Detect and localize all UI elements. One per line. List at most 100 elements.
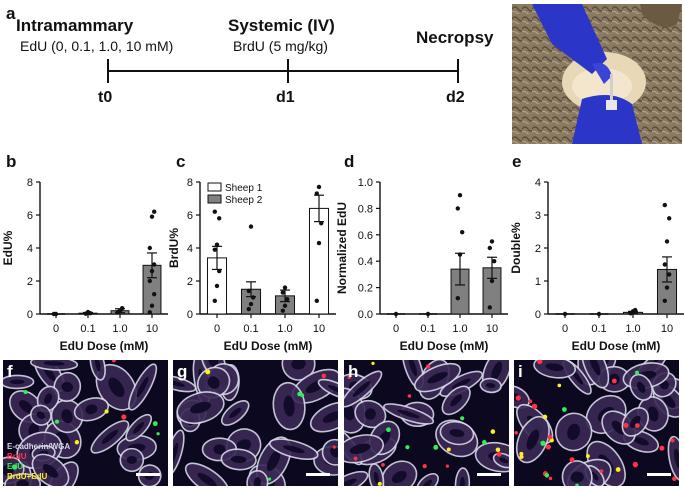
lumen — [9, 379, 25, 385]
timeline-day-d1: d1 — [276, 89, 295, 106]
lumen — [173, 442, 179, 463]
lumen — [19, 400, 33, 413]
labeled-nucleus — [495, 447, 501, 453]
data-point — [667, 272, 672, 277]
data-point — [115, 309, 121, 315]
lumen — [636, 381, 646, 393]
lumen — [61, 409, 73, 424]
data-point — [248, 301, 254, 307]
labeled-nucleus — [54, 419, 60, 424]
micrograph-g: g — [173, 360, 338, 486]
lumen — [647, 406, 659, 422]
lumen — [44, 393, 53, 405]
sheep-udder-injection-photo — [512, 4, 682, 144]
labeled-nucleus — [542, 414, 548, 420]
lumen — [136, 376, 149, 398]
lumen — [630, 415, 641, 428]
y-tick-label: 6 — [27, 210, 33, 222]
data-point — [487, 245, 492, 251]
y-tick-label: 6 — [187, 210, 193, 222]
labeled-nucleus — [332, 445, 336, 449]
x-tick-label: 0 — [562, 323, 568, 335]
lumen — [451, 378, 471, 390]
x-tick-label: 0 — [393, 323, 399, 335]
y-tick-label: 1 — [535, 276, 541, 288]
legend-label: Sheep 2 — [225, 195, 263, 206]
data-point — [246, 306, 251, 312]
scale-bar — [136, 473, 160, 476]
x-tick-label: 1.0 — [277, 323, 292, 335]
data-point — [664, 285, 670, 290]
labeled-nucleus — [111, 360, 116, 363]
labeled-nucleus — [405, 445, 410, 450]
labeled-nucleus — [519, 454, 524, 460]
labeled-nucleus — [371, 361, 375, 365]
lumen — [36, 411, 46, 420]
data-point — [314, 298, 319, 303]
labeled-nucleus — [545, 444, 551, 450]
y-tick-label: 2 — [535, 243, 541, 255]
data-point — [319, 221, 324, 226]
panel-label-a: a — [6, 4, 16, 23]
legend-edu: EdU — [7, 462, 23, 471]
systemic-subtitle: BrdU (5 mg/kg) — [233, 38, 328, 54]
intramammary-title: Intramammary — [16, 16, 134, 35]
labeled-nucleus — [321, 373, 327, 379]
labeled-nucleus — [519, 451, 524, 456]
timeline-tick-d1 — [287, 59, 289, 83]
x-tick-label: 0.1 — [591, 323, 606, 335]
data-point — [314, 191, 319, 196]
labeled-nucleus — [585, 454, 590, 459]
labeled-nucleus — [496, 451, 502, 457]
data-point — [460, 229, 465, 235]
data-point — [457, 193, 463, 198]
y-tick-label: 0.2 — [358, 283, 373, 295]
lumen — [364, 408, 376, 420]
lumen — [373, 471, 379, 485]
data-point — [664, 239, 670, 244]
lumen — [197, 472, 217, 486]
data-point — [212, 298, 217, 303]
lumen — [408, 360, 418, 377]
labeled-nucleus — [659, 445, 665, 451]
labeled-nucleus — [347, 375, 352, 380]
labeled-nucleus — [514, 430, 518, 435]
scale-bar — [647, 473, 671, 476]
data-point — [214, 283, 220, 289]
data-point — [489, 239, 495, 244]
y-tick-label: 2 — [187, 276, 193, 288]
lumen — [190, 401, 211, 414]
labeled-nucleus — [205, 369, 211, 375]
labeled-nucleus — [575, 483, 579, 486]
timeline-day-d2: d2 — [446, 89, 465, 106]
data-point — [662, 298, 667, 303]
lumen — [282, 445, 305, 454]
x-tick-label: 10 — [486, 323, 498, 335]
systemic-title: Systemic (IV) — [228, 16, 335, 35]
micrograph-i: i — [514, 360, 679, 486]
y-tick-label: 4 — [535, 177, 541, 189]
labeled-nucleus — [632, 461, 639, 468]
data-point — [212, 209, 217, 214]
labeled-nucleus — [425, 364, 431, 369]
data-point — [489, 278, 495, 284]
labeled-nucleus — [615, 467, 621, 472]
x-axis-label: EdU Dose (mM) — [224, 339, 313, 353]
lumen — [491, 361, 503, 381]
data-point — [149, 303, 155, 308]
data-point — [152, 292, 157, 297]
x-axis-label: EdU Dose (mM) — [60, 339, 149, 353]
labeled-nucleus — [599, 469, 604, 473]
x-tick-label: 0 — [53, 323, 59, 335]
data-point — [282, 303, 288, 308]
labeled-nucleus — [104, 409, 109, 414]
lumen — [3, 464, 14, 477]
lumen — [330, 447, 338, 458]
data-point — [147, 310, 152, 315]
y-tick-label: 0.0 — [358, 309, 373, 321]
labeled-nucleus — [381, 463, 385, 467]
y-axis-label: EdU% — [1, 230, 15, 265]
lumen — [85, 404, 98, 415]
